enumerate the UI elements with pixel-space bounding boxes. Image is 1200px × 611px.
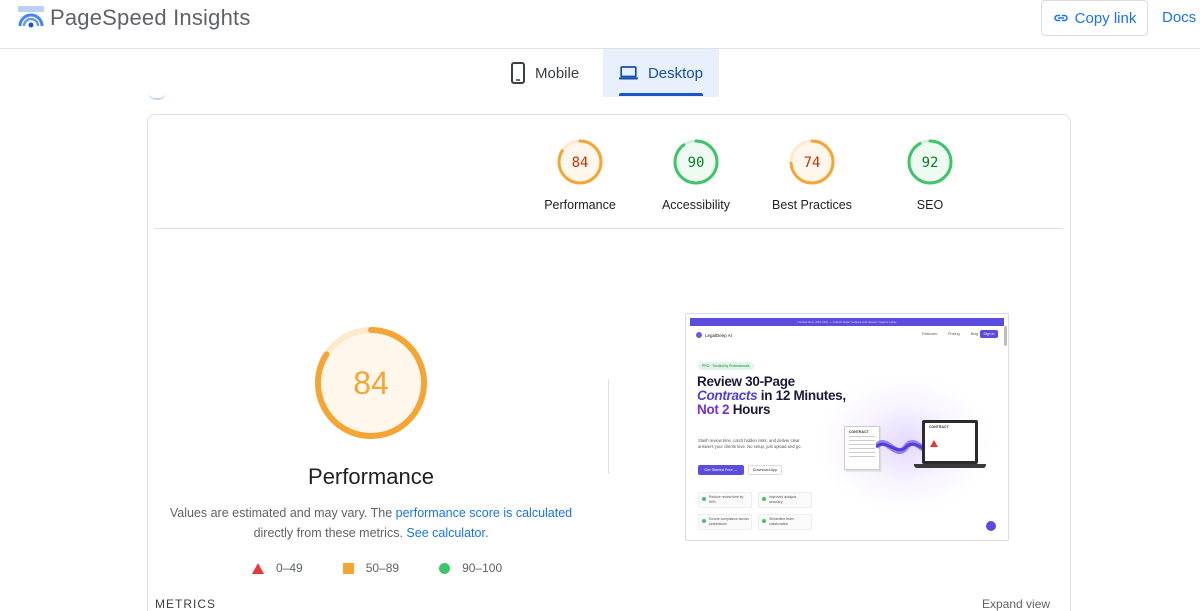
legend-range: 50–89 [365, 561, 400, 575]
headline-part: Hours [729, 402, 771, 417]
pass-circle-icon [439, 562, 451, 574]
partial-gauge-edge [148, 92, 166, 100]
legend-fail: 0–49 [252, 561, 303, 575]
headline-highlight: Contracts [697, 388, 758, 403]
score-performance[interactable]: 84 Performance [520, 137, 640, 212]
legend-range: 0–49 [276, 561, 303, 575]
score-best-practices[interactable]: 74 Best Practices [752, 137, 872, 212]
site-feature: Streamline team collaboration [758, 514, 812, 530]
headline-highlight-2: Not 2 [697, 402, 730, 417]
average-square-icon [342, 562, 354, 574]
score-label: Best Practices [772, 198, 852, 212]
app-title: PageSpeed Insights [50, 5, 251, 30]
tab-mobile[interactable]: Mobile [495, 49, 603, 97]
score-gauge: 92 [907, 139, 953, 185]
site-nav-item: Blog [970, 332, 979, 336]
warning-icon [930, 440, 938, 447]
score-note: Values are estimated and may vary. The p… [168, 503, 574, 543]
site-laptop-base [914, 464, 986, 468]
divider [154, 228, 1063, 229]
score-gauge: 74 [789, 139, 835, 185]
performance-score-link[interactable]: performance score is calculated [395, 506, 573, 520]
vertical-divider [608, 379, 609, 474]
site-nav-item: Pricing [947, 332, 960, 336]
headline-part: in 12 Minutes, [757, 388, 846, 403]
performance-gauge: 84 [315, 327, 427, 439]
score-seo[interactable]: 92 SEO [870, 137, 990, 212]
site-pill-badge: PRO · Trusted by Professionals [698, 362, 754, 370]
laptop-doc-title: CONTRACT [929, 425, 949, 429]
site-subtext: Slash review time, catch hidden risks, a… [698, 438, 802, 449]
site-headline: Review 30-Page Contracts in 12 Minutes, N… [697, 375, 857, 417]
performance-title: Performance [308, 464, 434, 489]
score-legend: 0–49 50–89 90–100 [252, 559, 542, 577]
score-value: 74 [804, 155, 821, 171]
site-promo-banner: Limited time: 40% OFF — Unlock faster re… [690, 318, 1004, 326]
score-value: 92 [922, 155, 939, 171]
site-feature: Improved analysis accuracy [758, 492, 812, 508]
smartphone-icon [511, 62, 525, 84]
site-feature: Reduce review time by 80% [698, 492, 752, 508]
legend-range: 90–100 [462, 561, 503, 575]
performance-score-value: 84 [353, 365, 389, 401]
pagespeed-logo-icon[interactable] [18, 6, 44, 28]
site-cta-primary: Get Started Free → [698, 465, 744, 475]
site-feature: Ensure compliance across jurisdictions [698, 514, 752, 530]
note-suffix: . [484, 526, 489, 540]
site-scrollbar [1004, 326, 1007, 346]
score-label: Performance [544, 198, 616, 212]
doc-title: CONTRACT [849, 430, 869, 434]
legend-pass: 90–100 [439, 561, 502, 575]
link-icon [1053, 14, 1068, 22]
site-nav-items: Features Pricing Blog [922, 332, 978, 336]
score-gauge: 84 [557, 139, 603, 185]
category-scores: 84 Performance 90 Accessibility 74 Best … [528, 137, 988, 217]
site-signin-button: Sign In [980, 330, 998, 338]
note-text: Values are estimated and may vary. The [169, 506, 396, 520]
see-calculator-link[interactable]: See calculator [406, 526, 485, 540]
tab-mobile-label: Mobile [535, 64, 580, 82]
site-nav: LegalDeep AI Features Pricing Blog Sign … [690, 326, 1004, 344]
site-laptop-graphic: CONTRACT [922, 420, 978, 464]
headline-part: Review 30-Page [697, 374, 795, 389]
site-brand-name: LegalDeep AI [705, 332, 733, 338]
top-header: PageSpeed Insights Copy link Docs [0, 0, 1200, 49]
device-tabs: Mobile Desktop [495, 49, 719, 97]
tab-desktop[interactable]: Desktop [603, 49, 719, 97]
metrics-heading: METRICS [155, 597, 216, 611]
site-brand: LegalDeep AI [696, 332, 732, 338]
legend-average: 50–89 [342, 561, 400, 575]
score-value: 90 [688, 155, 705, 171]
site-cta-secondary: Download App [748, 465, 782, 475]
note-text-2: directly from these metrics. [253, 526, 407, 540]
final-screenshot[interactable]: Limited time: 40% OFF — Unlock faster re… [685, 313, 1009, 541]
fail-triangle-icon [252, 562, 264, 574]
score-value: 84 [572, 155, 589, 171]
doc-lines [849, 436, 875, 460]
score-label: Accessibility [661, 198, 731, 212]
score-label: SEO [916, 198, 944, 212]
tab-desktop-label: Desktop [647, 64, 703, 82]
copy-link-button[interactable]: Copy link [1041, 0, 1148, 36]
site-contract-doc: CONTRACT [844, 426, 880, 470]
site-nav-item: Features [922, 332, 937, 336]
score-accessibility[interactable]: 90 Accessibility [636, 137, 756, 212]
laptop-icon [619, 66, 638, 80]
site-logo-icon [696, 332, 702, 338]
expand-view-link[interactable]: Expand view [982, 597, 1051, 611]
copy-link-label: Copy link [1074, 9, 1137, 27]
score-gauge: 90 [673, 139, 719, 185]
docs-link[interactable]: Docs [1162, 9, 1197, 26]
site-chat-button [986, 521, 996, 531]
report-card: 84 Performance 90 Accessibility 74 Best … [147, 114, 1071, 611]
